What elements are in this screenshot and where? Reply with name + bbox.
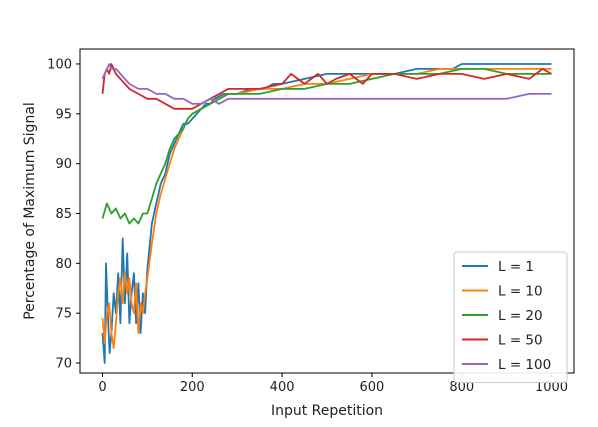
legend: L = 1 L = 10 L = 20 L = 50 L = 100: [453, 251, 568, 383]
y-axis-ticks: 70 75 80 85 90 95 100: [47, 57, 80, 372]
x-tick-label: 200: [180, 380, 205, 395]
series-lines: [101, 63, 552, 364]
x-tick-label: 400: [270, 380, 295, 395]
series-line-l-100: [101, 63, 552, 105]
y-tick-label: 75: [55, 307, 72, 322]
x-axis-label: Input Repetition: [271, 403, 383, 419]
y-tick-label: 80: [55, 257, 72, 272]
y-axis-label: Percentage of Maximum Signal: [22, 102, 38, 320]
legend-label: L = 10: [498, 284, 543, 300]
x-tick-label: 800: [449, 380, 474, 395]
x-tick-label: 600: [359, 380, 384, 395]
series-line-l-20: [101, 68, 552, 225]
y-tick-label: 95: [55, 107, 72, 122]
legend-label: L = 20: [498, 308, 543, 324]
legend-label: L = 50: [498, 333, 543, 349]
legend-label: L = 1: [498, 259, 534, 275]
y-tick-label: 85: [55, 207, 72, 222]
legend-label: L = 100: [498, 357, 551, 373]
x-axis-ticks: 0 200 400 600 800 1000: [98, 373, 568, 395]
y-tick-label: 90: [55, 157, 72, 172]
y-tick-label: 70: [55, 357, 72, 372]
legend-box: [453, 251, 568, 383]
x-tick-label: 0: [98, 380, 106, 395]
series-line-l-50: [101, 63, 552, 110]
series-line-l-10: [101, 68, 552, 350]
y-tick-label: 100: [47, 57, 72, 72]
plot-frame: [79, 48, 575, 374]
x-tick-label: 1000: [535, 380, 568, 395]
